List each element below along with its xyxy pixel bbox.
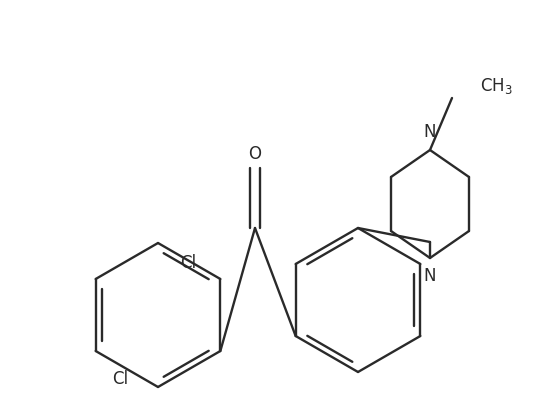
Text: Cl: Cl <box>180 254 196 272</box>
Text: N: N <box>424 123 436 141</box>
Text: N: N <box>424 267 436 285</box>
Text: O: O <box>249 145 261 163</box>
Text: CH$_3$: CH$_3$ <box>480 76 513 96</box>
Text: Cl: Cl <box>112 370 128 388</box>
